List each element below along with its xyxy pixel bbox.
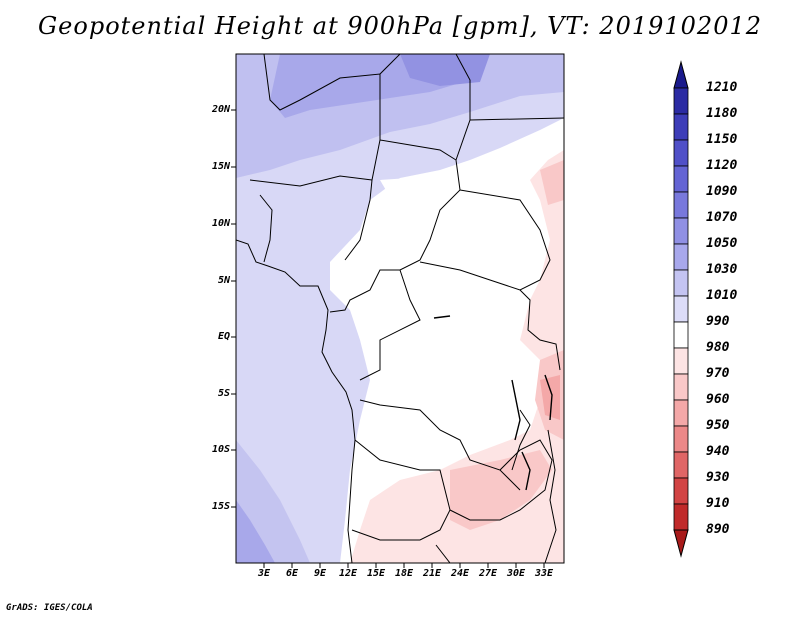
y-tick-label: EQ	[217, 331, 230, 342]
colorbar-label: 890	[706, 522, 730, 537]
map-frame	[235, 53, 565, 564]
colorbar-segment	[673, 113, 689, 141]
colorbar-label: 960	[706, 392, 730, 407]
y-tick-label: 5N	[217, 275, 230, 286]
colorbar-segment	[673, 139, 689, 167]
x-tick-label: 33E	[534, 568, 554, 579]
colorbar-label: 930	[706, 470, 730, 485]
colorbar-segment	[673, 425, 689, 453]
x-tick-label: 21E	[422, 568, 442, 579]
x-tick-label: 12E	[338, 568, 358, 579]
colorbar-label: 1150	[706, 132, 738, 147]
y-tick-label: 20N	[211, 104, 230, 115]
x-tick-label: 15E	[366, 568, 386, 579]
colorbar-segment	[673, 165, 689, 193]
credit-text: GrADS: IGES/COLA	[6, 603, 93, 613]
x-tick-label: 27E	[478, 568, 498, 579]
colorbar-segment	[673, 373, 689, 401]
lakes	[433, 315, 553, 491]
colorbar-label: 980	[706, 340, 730, 355]
x-tick-label: 24E	[450, 568, 470, 579]
colorbar-label: 1180	[706, 106, 738, 121]
y-tick-label: 5S	[217, 388, 230, 399]
y-tick-label: 15S	[211, 501, 230, 512]
colorbar-segment	[673, 87, 689, 115]
colorbar-segment	[673, 191, 689, 219]
country-borders	[236, 54, 564, 563]
colorbar-segment	[673, 347, 689, 375]
colorbar-label: 1090	[706, 184, 738, 199]
colorbar-label: 970	[706, 366, 730, 381]
x-tick-label: 30E	[506, 568, 526, 579]
colorbar-label: 910	[706, 496, 730, 511]
colorbar-bottom-arrow	[673, 529, 689, 558]
y-tick-label: 15N	[211, 161, 230, 172]
colorbar-segment	[673, 269, 689, 297]
colorbar-label: 1120	[706, 158, 738, 173]
x-tick-label: 6E	[285, 568, 299, 579]
y-tick-label: 10S	[211, 444, 230, 455]
x-tick-label: 3E	[257, 568, 271, 579]
colorbar-label: 1030	[706, 262, 738, 277]
colorbar	[673, 60, 689, 558]
colorbar-segment	[673, 295, 689, 323]
axis-ticks	[231, 109, 545, 568]
colorbar-segment	[673, 217, 689, 245]
map-title: Geopotential Height at 900hPa [gpm], VT:…	[38, 12, 762, 40]
colorbar-segment	[673, 321, 689, 349]
colorbar-label: 1210	[706, 80, 738, 95]
x-tick-label: 9E	[313, 568, 327, 579]
colorbar-top-arrow	[673, 60, 689, 89]
colorbar-label: 1010	[706, 288, 738, 303]
colorbar-label: 1070	[706, 210, 738, 225]
map-field	[236, 54, 564, 563]
colorbar-segment	[673, 477, 689, 505]
colorbar-label: 940	[706, 444, 730, 459]
colorbar-segment	[673, 503, 689, 531]
colorbar-label: 990	[706, 314, 730, 329]
colorbar-label: 950	[706, 418, 730, 433]
x-tick-label: 18E	[394, 568, 414, 579]
y-tick-label: 10N	[211, 218, 230, 229]
colorbar-segment	[673, 243, 689, 271]
colorbar-segment	[673, 399, 689, 427]
colorbar-label: 1050	[706, 236, 738, 251]
colorbar-segment	[673, 451, 689, 479]
